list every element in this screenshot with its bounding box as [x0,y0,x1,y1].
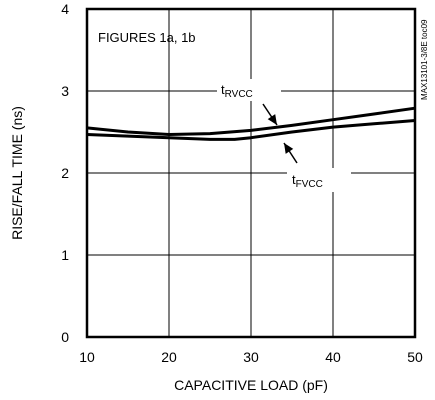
series-label-fvcc-main: t [292,172,296,187]
figure-annotation: FIGURES 1a, 1b [98,30,196,45]
series-label-fvcc-text: tFVCC [292,172,323,190]
series-label-rvcc-text: tRVCC [221,82,253,100]
x-tick-label: 20 [161,349,177,365]
x-axis-title: CAPACITIVE LOAD (pF) [174,377,328,393]
series-label-fvcc: tFVCC [287,168,351,192]
plot-frame [85,7,417,339]
y-tick-label: 4 [61,1,69,17]
series-label-rvcc: tRVCC [217,79,281,101]
label-arrows [262,103,298,164]
series-label-fvcc-sub: FVCC [296,179,323,190]
arrow-fvcc-head [284,143,294,154]
x-tick-label: 10 [79,349,95,365]
series-label-rvcc-sub: RVCC [225,89,253,100]
grid [86,8,416,338]
series-line-fvcc [86,119,416,141]
x-tick-label: 40 [325,349,341,365]
series-line-rvcc [86,106,416,136]
y-tick-label: 3 [61,83,69,99]
series-layer [86,106,416,141]
x-tick-label: 50 [407,349,423,365]
y-tick-label: 1 [61,247,69,263]
arrow-rvcc-head [267,114,277,125]
series-label-rvcc-main: t [221,82,225,97]
tick-labels: 10 20 30 40 50 0 1 2 3 4 [61,1,423,365]
x-tick-label: 30 [243,349,259,365]
y-tick-label: 0 [61,329,69,345]
y-axis-title: RISE/FALL TIME (ns) [9,106,25,240]
y-tick-label: 2 [61,165,69,181]
figure-id-label: MAX13101-3/8E toc09 [420,19,429,100]
